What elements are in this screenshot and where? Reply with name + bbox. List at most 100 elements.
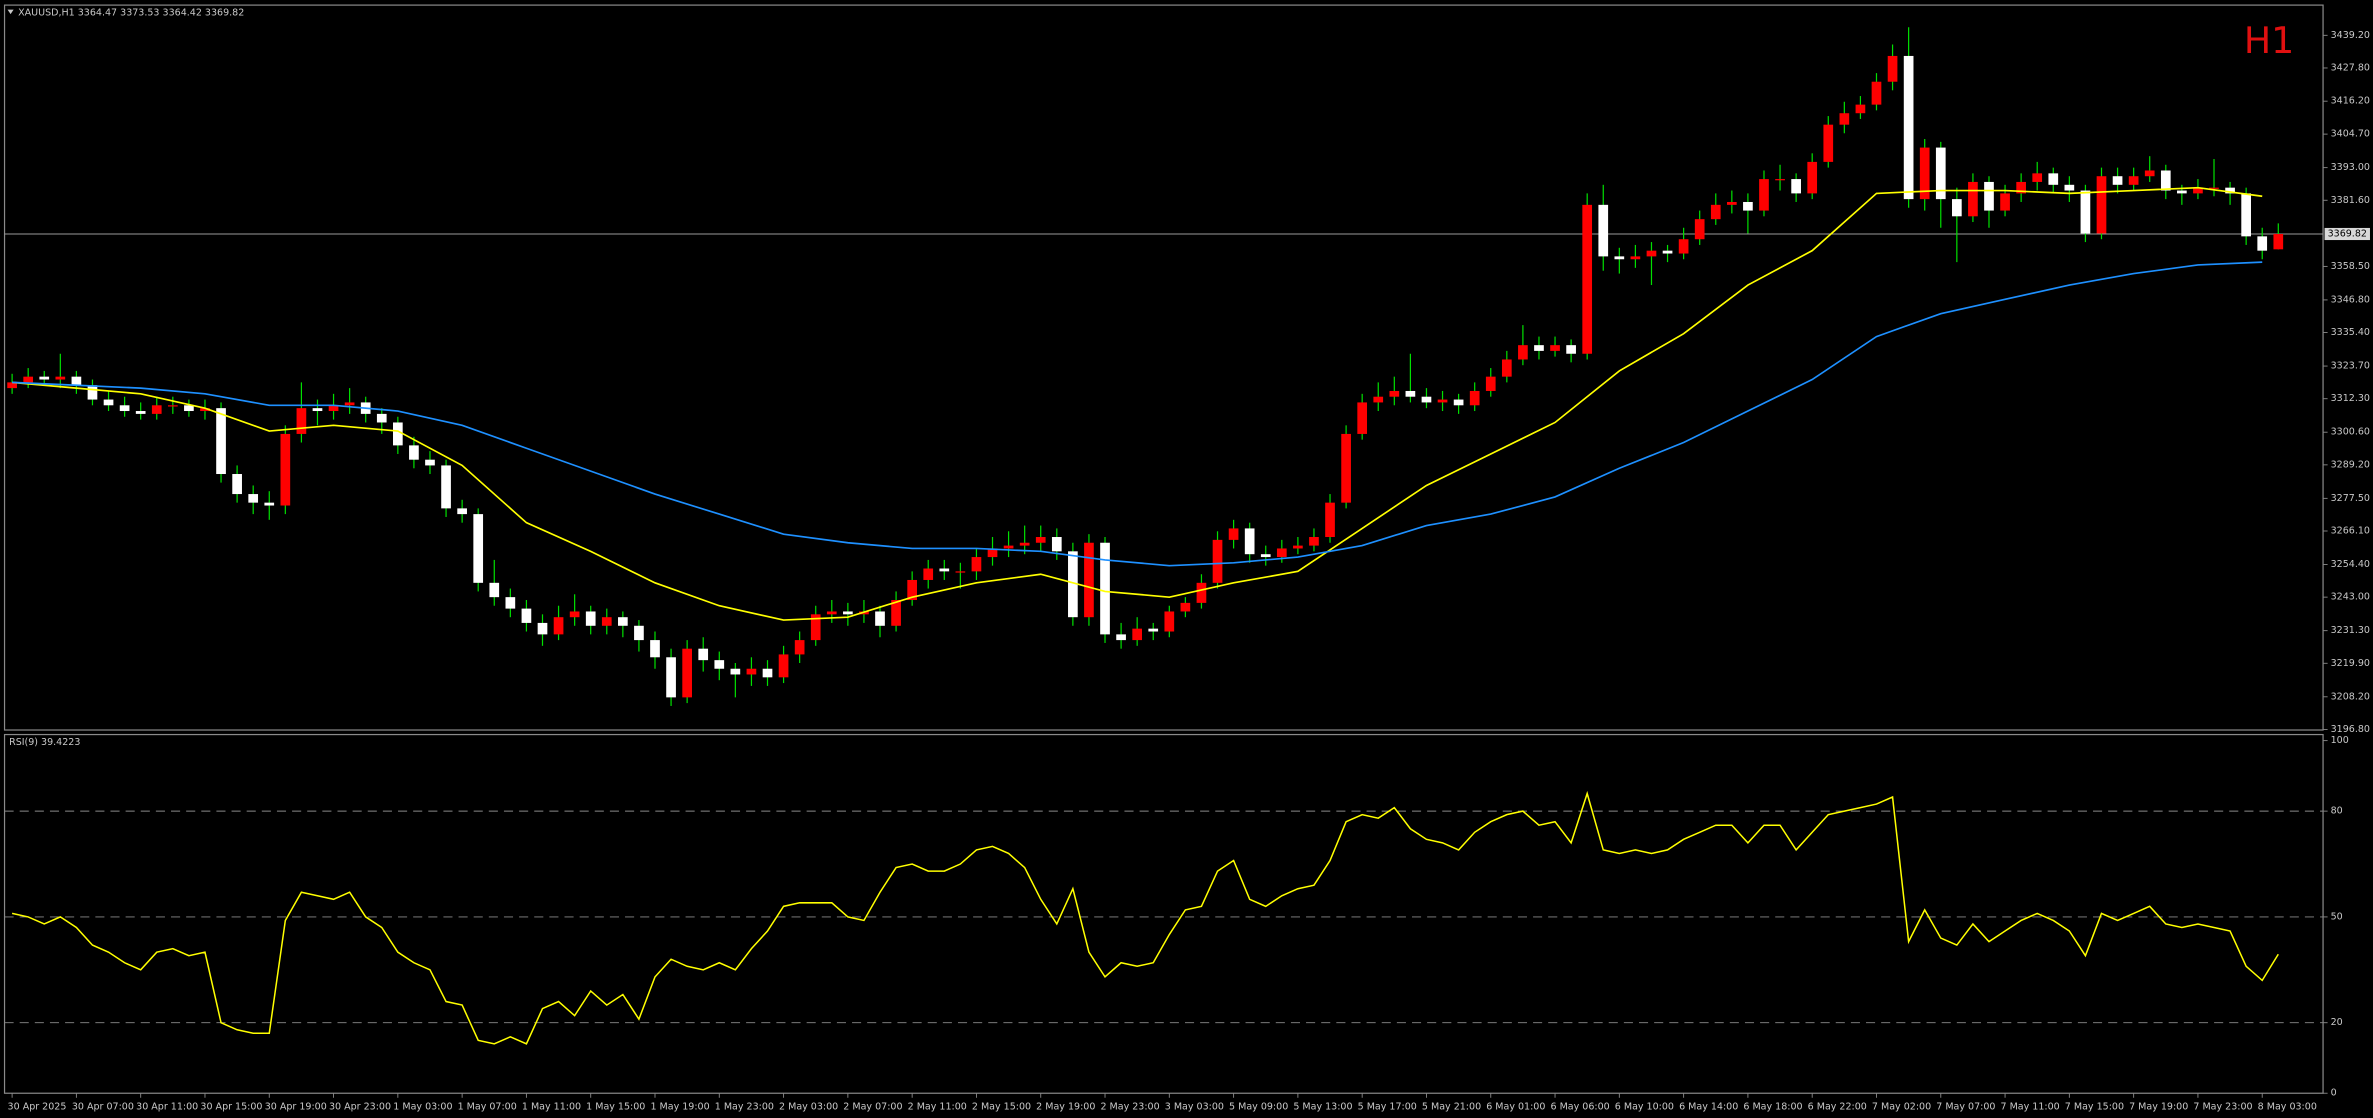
candle-body bbox=[425, 459, 435, 466]
x-tick-label: 7 May 23:00 bbox=[2193, 1101, 2252, 1112]
x-tick-label: 7 May 02:00 bbox=[1872, 1101, 1931, 1112]
candle-body bbox=[328, 405, 339, 412]
x-tick-label: 1 May 19:00 bbox=[650, 1101, 709, 1112]
candle-body bbox=[1501, 359, 1512, 377]
candle-body bbox=[1759, 179, 1769, 211]
candle-body bbox=[1566, 345, 1576, 354]
x-tick-label: 3 May 03:00 bbox=[1165, 1101, 1224, 1112]
candle-body bbox=[1630, 256, 1641, 260]
candle-body bbox=[618, 617, 628, 626]
candle-body bbox=[1469, 390, 1480, 406]
x-tick-label: 6 May 10:00 bbox=[1615, 1101, 1674, 1112]
x-tick-label: 1 May 11:00 bbox=[522, 1101, 581, 1112]
candle-body bbox=[1132, 628, 1143, 641]
candle-body bbox=[682, 648, 692, 698]
candle-body bbox=[1855, 104, 1866, 114]
y-tick-label: 3208.20 bbox=[2331, 691, 2370, 702]
candle-body bbox=[1710, 204, 1721, 220]
candle-body bbox=[1196, 582, 1207, 603]
x-tick-label: 6 May 14:00 bbox=[1679, 1101, 1738, 1112]
candle-body bbox=[826, 611, 837, 615]
open: 3364.47 bbox=[78, 7, 117, 18]
y-tick-label: 3404.70 bbox=[2331, 129, 2370, 140]
candle-body bbox=[151, 405, 162, 414]
candle-body bbox=[232, 474, 242, 495]
x-tick-label: 5 May 13:00 bbox=[1293, 1101, 1352, 1112]
candle-body bbox=[1164, 611, 1175, 632]
x-tick-label: 8 May 03:00 bbox=[2258, 1101, 2317, 1112]
candle-body bbox=[1309, 537, 1319, 546]
y-tick-label: 3289.20 bbox=[2331, 459, 2370, 470]
candle-body bbox=[1084, 542, 1094, 618]
candle-body bbox=[1582, 204, 1593, 354]
candle-body bbox=[569, 611, 580, 618]
candle-body bbox=[971, 557, 982, 572]
y-tick-label: 3427.80 bbox=[2331, 62, 2370, 73]
candle-body bbox=[553, 617, 564, 635]
x-tick-label: 5 May 21:00 bbox=[1422, 1101, 1481, 1112]
candle-body bbox=[2016, 181, 2026, 194]
price-header: XAUUSD,H1 3364.47 3373.53 3364.42 3369.8… bbox=[18, 7, 244, 18]
candle-body bbox=[1968, 181, 1978, 217]
candle-body bbox=[2096, 176, 2107, 234]
x-tick-label: 30 Apr 19:00 bbox=[265, 1101, 327, 1112]
rsi-title: RSI(9) bbox=[9, 737, 38, 748]
candle-body bbox=[1068, 551, 1078, 618]
candle-body bbox=[489, 582, 500, 598]
candle-body bbox=[987, 548, 998, 558]
candle-body bbox=[1887, 55, 1898, 82]
x-tick-label: 2 May 11:00 bbox=[908, 1101, 967, 1112]
candle-body bbox=[585, 611, 596, 626]
x-tick-label: 2 May 03:00 bbox=[779, 1101, 838, 1112]
candle-body bbox=[2048, 173, 2059, 185]
x-tick-label: 30 Apr 15:00 bbox=[200, 1101, 262, 1112]
x-tick-label: 7 May 15:00 bbox=[2065, 1101, 2124, 1112]
candle-body bbox=[955, 571, 966, 573]
y-tick-label: 3231.30 bbox=[2331, 625, 2370, 636]
candle-body bbox=[71, 376, 82, 386]
candle-body bbox=[1919, 147, 1930, 200]
y-tick-label: 3243.00 bbox=[2331, 592, 2370, 603]
rsi-header: RSI(9) 39.4223 bbox=[9, 737, 80, 748]
x-tick-label: 2 May 15:00 bbox=[972, 1101, 1031, 1112]
rsi-last: 39.4223 bbox=[41, 737, 80, 748]
candle-body bbox=[698, 648, 709, 661]
candle-body bbox=[1405, 390, 1416, 397]
candle-body bbox=[1228, 528, 1239, 540]
candle-body bbox=[2177, 190, 2187, 194]
candle-body bbox=[2032, 173, 2043, 182]
y-tick-label: 3196.80 bbox=[2331, 724, 2370, 735]
candle-body bbox=[875, 611, 885, 626]
candle-body bbox=[1180, 602, 1191, 612]
candle-body bbox=[634, 625, 644, 641]
current-price-label: 3369.82 bbox=[2328, 228, 2367, 239]
candle-body bbox=[1421, 396, 1432, 403]
y-tick-label: 3254.40 bbox=[2331, 559, 2370, 570]
candle-body bbox=[167, 405, 178, 407]
moving-average bbox=[12, 261, 2263, 567]
candle-body bbox=[778, 654, 789, 678]
candle-body bbox=[2064, 184, 2075, 191]
candle-body bbox=[1839, 113, 1850, 125]
candle-body bbox=[1148, 628, 1159, 632]
y-tick-label: 3358.50 bbox=[2331, 261, 2370, 272]
high: 3373.53 bbox=[120, 7, 159, 18]
y-tick-label: 3381.60 bbox=[2331, 195, 2370, 206]
candle-body bbox=[87, 385, 98, 400]
candle-body bbox=[1903, 55, 1914, 200]
candle-body bbox=[1726, 201, 1737, 205]
current-price-box bbox=[2324, 227, 2370, 241]
candle-body bbox=[184, 405, 194, 412]
candle-body bbox=[135, 411, 146, 414]
y-tick-label: 3277.50 bbox=[2331, 493, 2370, 504]
candle-body bbox=[1485, 376, 1496, 391]
y-tick-label: 3300.60 bbox=[2331, 427, 2370, 438]
candle-body bbox=[1035, 537, 1046, 543]
x-tick-label: 6 May 01:00 bbox=[1486, 1101, 1545, 1112]
candle-body bbox=[1598, 204, 1609, 257]
candle-body bbox=[1373, 396, 1384, 403]
candle-body bbox=[1437, 399, 1448, 403]
